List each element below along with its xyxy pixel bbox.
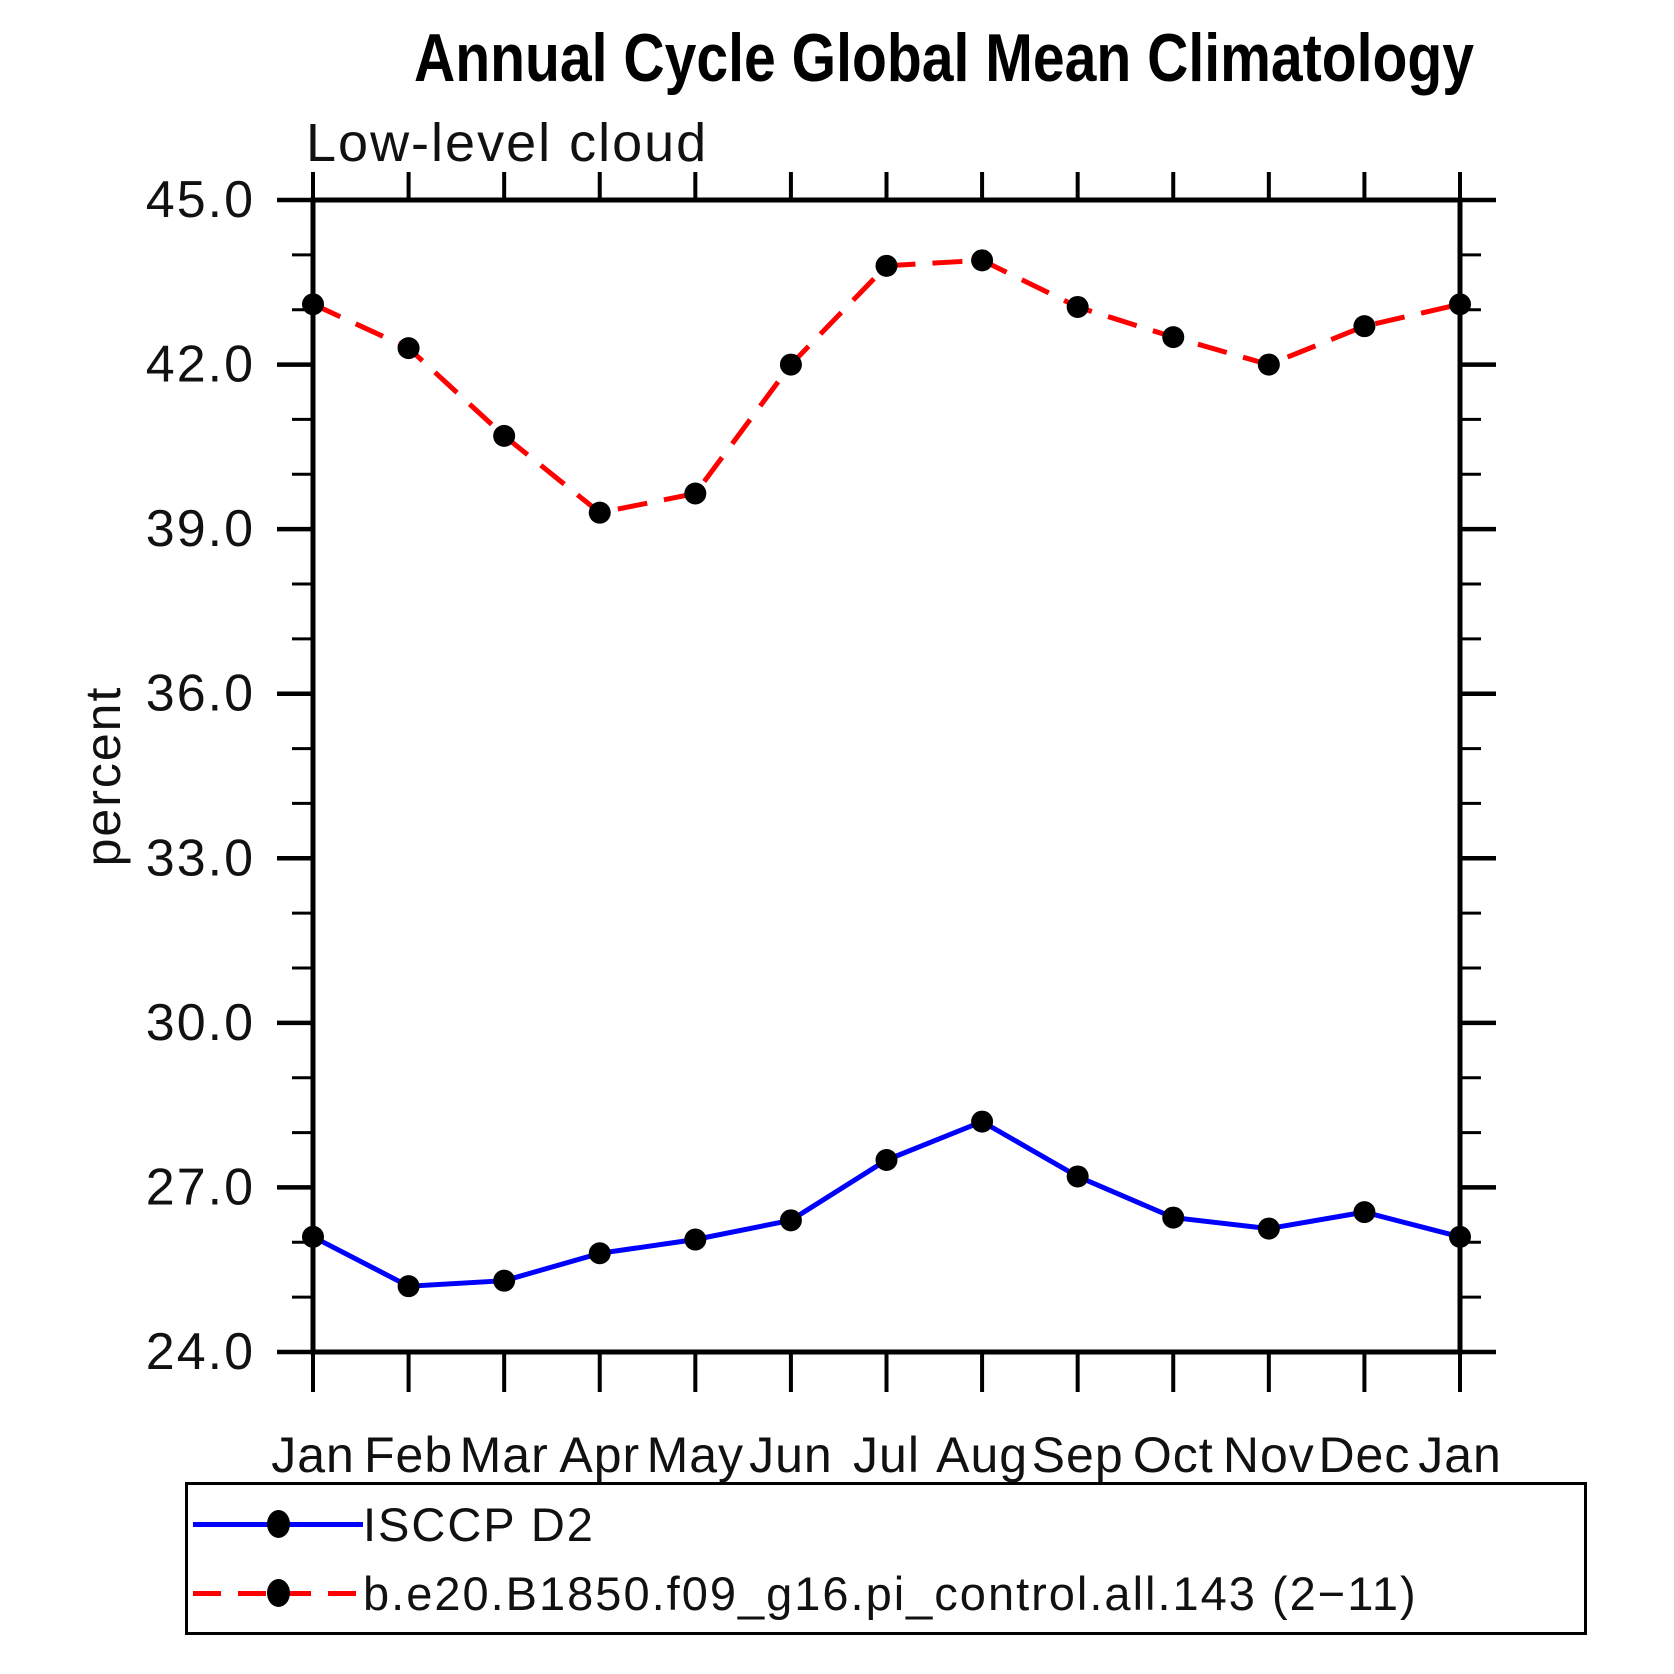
series-0-marker <box>493 1269 516 1292</box>
series-1-marker <box>684 482 707 505</box>
series-0-marker <box>1353 1201 1376 1224</box>
series-1-marker <box>779 353 802 376</box>
y-tick-label: 39.0 <box>146 500 255 558</box>
series-1-marker <box>1353 315 1376 338</box>
series-0-marker <box>1257 1217 1280 1240</box>
series-1-marker <box>397 337 420 360</box>
series-1-marker <box>1162 326 1185 349</box>
x-tick-label: Jul <box>853 1427 920 1483</box>
series-0-marker <box>397 1275 420 1298</box>
chart-subtitle: Low-level cloud <box>306 113 709 173</box>
legend-item-model: b.e20.B1850.f09_g16.pi_control.all.143 (… <box>193 1565 1418 1621</box>
x-tick-label: Sep <box>1032 1427 1124 1483</box>
legend-marker-dot <box>267 1510 290 1538</box>
x-tick-label: May <box>647 1427 744 1483</box>
y-tick-label: 42.0 <box>146 336 255 394</box>
x-tick-label: Oct <box>1133 1427 1214 1483</box>
y-tick-label: 45.0 <box>146 171 255 229</box>
series-1-marker <box>1449 293 1471 316</box>
series-0-marker <box>1449 1225 1471 1248</box>
legend-label: ISCCP D2 <box>363 1497 595 1551</box>
series-1-marker <box>1066 295 1089 318</box>
y-tick-label: 27.0 <box>146 1158 255 1216</box>
axis-frame <box>310 197 1463 1355</box>
x-tick-label: Jan <box>271 1427 355 1483</box>
x-tick-label: Apr <box>559 1427 640 1483</box>
x-tick-label: Mar <box>460 1427 549 1483</box>
series-0-marker <box>875 1149 898 1171</box>
series-0-marker <box>302 1225 324 1248</box>
series-1-marker <box>971 249 994 272</box>
series-1-marker <box>302 293 324 316</box>
series-line-1 <box>311 257 1461 516</box>
y-tick-label: 36.0 <box>146 665 255 723</box>
legend-sample-solid <box>193 1496 363 1552</box>
series-0-marker <box>684 1228 707 1251</box>
legend-marker-dot <box>267 1579 290 1607</box>
y-tick-label: 30.0 <box>146 994 255 1052</box>
x-tick-label: Jun <box>749 1427 833 1483</box>
series-1-marker <box>493 424 516 447</box>
series-0-marker <box>1162 1206 1185 1229</box>
x-tick-label: Jan <box>1418 1427 1502 1483</box>
x-tick-label: Nov <box>1223 1427 1315 1483</box>
series-1-marker <box>1257 353 1280 376</box>
series-0-marker <box>588 1242 611 1265</box>
x-tick-label: Dec <box>1318 1427 1410 1483</box>
y-tick-label: 33.0 <box>146 829 255 887</box>
series-0-marker <box>1066 1165 1089 1188</box>
series-0-marker <box>779 1209 802 1232</box>
chart-title-text: Annual Cycle Global Mean Climatology <box>413 20 1475 96</box>
legend-box: ISCCP D2 b.e20.B1850.f09_g16.pi_control.… <box>185 1482 1587 1635</box>
series-1-marker <box>875 254 898 277</box>
legend-label: b.e20.B1850.f09_g16.pi_control.all.143 (… <box>363 1566 1418 1620</box>
series-0-marker <box>971 1110 994 1133</box>
legend-sample-dashed <box>193 1565 363 1621</box>
x-tick-label: Feb <box>364 1427 453 1483</box>
y-tick-label: 24.0 <box>146 1323 255 1381</box>
legend-item-isccp: ISCCP D2 <box>193 1496 595 1552</box>
series-1-marker <box>588 501 611 524</box>
x-tick-label: Aug <box>936 1427 1028 1483</box>
chart-title: Annual Cycle Global Mean Climatology <box>313 24 1474 92</box>
series-line-0 <box>311 1118 1461 1289</box>
